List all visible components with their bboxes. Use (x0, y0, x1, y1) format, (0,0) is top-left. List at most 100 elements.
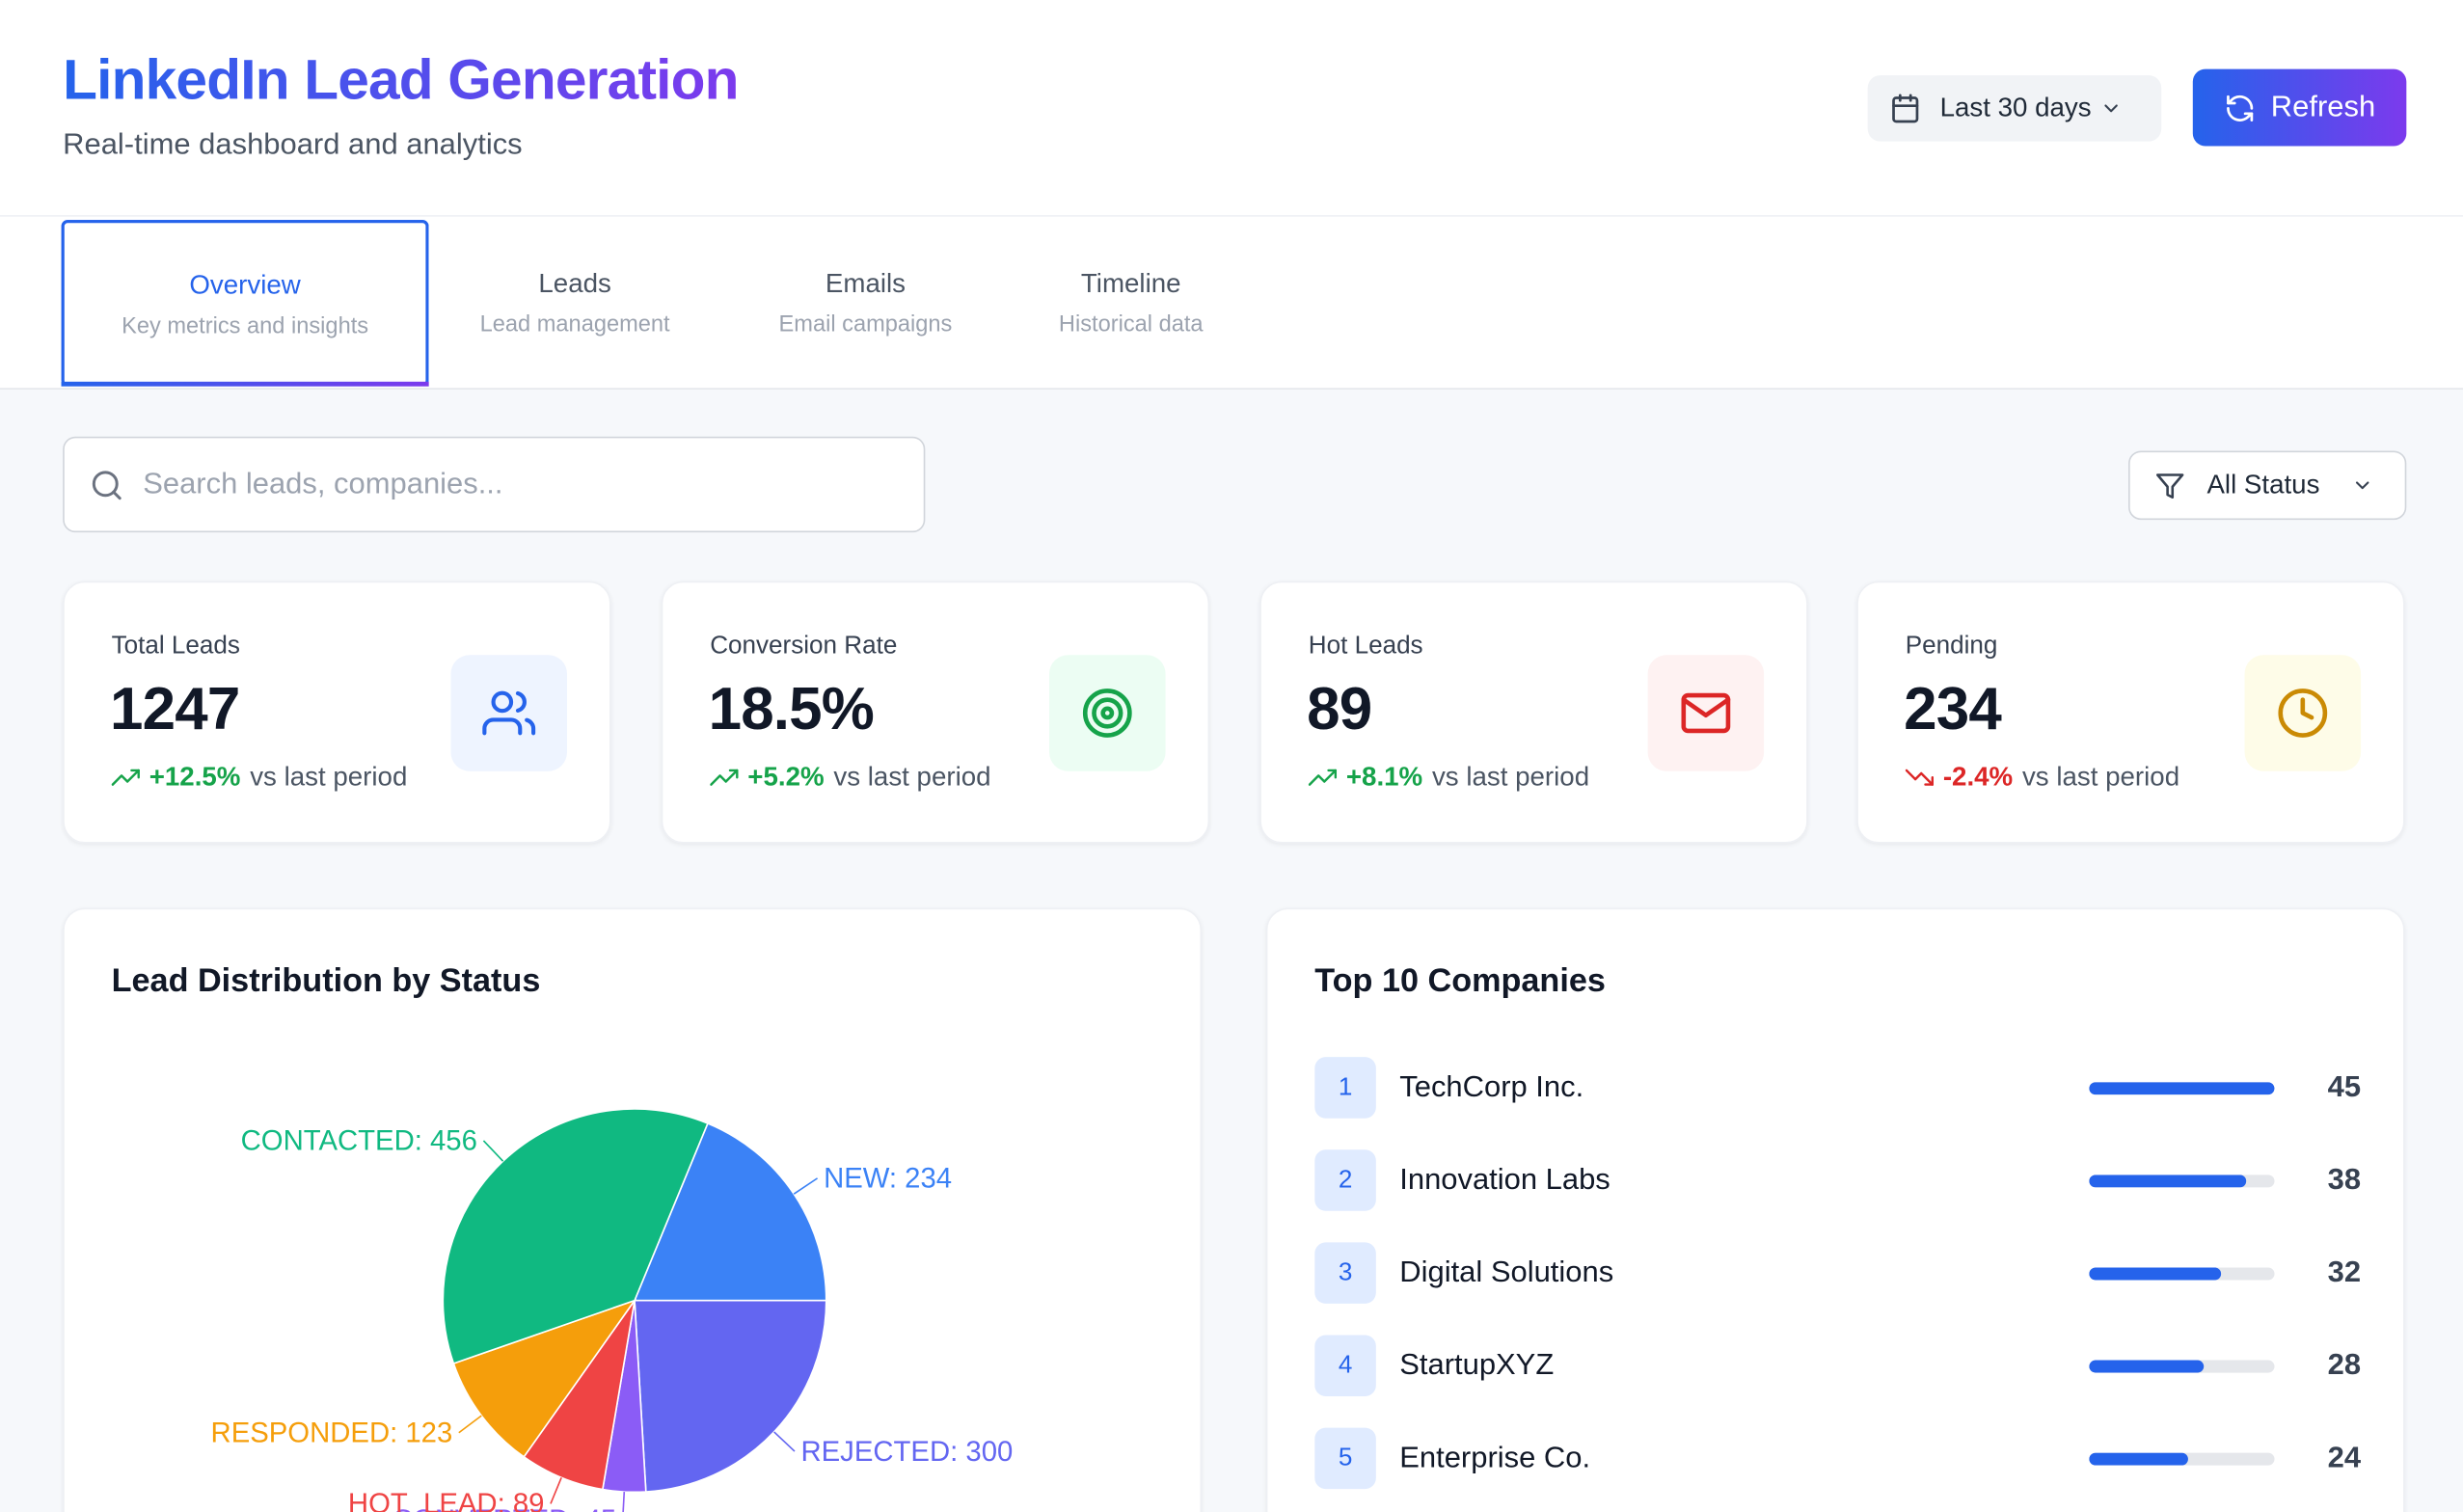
stat-card-pending: Pending 234 -2.4% vs last period (1856, 580, 2405, 844)
company-count: 32 (2327, 1256, 2362, 1290)
stat-icon-box (1647, 655, 1765, 771)
trend-up-icon (1308, 769, 1338, 786)
tab-sublabel: Email campaigns (778, 312, 953, 338)
tab-label: Leads (538, 268, 611, 299)
refresh-label: Refresh (2270, 90, 2376, 123)
stat-value: 234 (1904, 677, 2002, 743)
stat-change-value: +12.5% (149, 761, 241, 792)
stat-change-suffix: vs last period (1431, 761, 1590, 792)
stat-value: 18.5% (708, 677, 875, 743)
pie-label-line (773, 1431, 796, 1452)
stat-icon-box (1049, 655, 1166, 771)
company-count: 45 (2327, 1070, 2362, 1105)
company-rank: 1 (1314, 1057, 1376, 1119)
tab-sublabel: Key metrics and insights (122, 313, 369, 339)
stat-change-value: +5.2% (747, 761, 825, 792)
stat-card-total-leads: Total Leads 1247 +12.5% vs last period (63, 580, 611, 844)
company-row: 4 StartupXYZ 28 (1314, 1335, 2361, 1397)
pie-label-line (458, 1415, 482, 1434)
pie-slice-responded[interactable] (452, 1299, 637, 1458)
stat-change: +8.1% vs last period (1308, 761, 1590, 794)
refresh-button[interactable]: Refresh (2192, 68, 2407, 147)
stat-label: Total Leads (111, 633, 240, 661)
company-rank: 4 (1314, 1335, 1376, 1397)
search-icon (92, 470, 122, 500)
company-bar-track (2089, 1082, 2275, 1095)
status-filter-select[interactable]: All Status (2128, 450, 2407, 521)
chevron-down-icon (2105, 104, 2119, 113)
pie-slice-contacted[interactable] (442, 1108, 709, 1365)
page-title: LinkedIn Lead Generation (63, 46, 739, 112)
company-bar-fill (2089, 1174, 2246, 1188)
tab-label: Timeline (1080, 268, 1181, 299)
stat-value: 1247 (110, 677, 240, 743)
company-rank: 3 (1314, 1242, 1376, 1304)
tab-overview[interactable]: Overview Key metrics and insights (61, 220, 429, 387)
filter-icon (2156, 472, 2184, 499)
company-bar-fill (2089, 1360, 2205, 1373)
pie-label-line (482, 1140, 504, 1162)
company-row: 3 Digital Solutions 32 (1314, 1242, 2361, 1305)
search-box (63, 436, 926, 533)
company-bar-track (2089, 1267, 2275, 1281)
tab-leads[interactable]: Leads Lead management (449, 220, 701, 387)
tab-timeline[interactable]: Timeline Historical data (1029, 220, 1233, 387)
page-subtitle: Real-time dashboard and analytics (63, 128, 523, 162)
pie-label: CONVERTED: 45 (392, 1504, 616, 1512)
stat-icon-box (2244, 655, 2362, 771)
pie-label: CONTACTED: 456 (241, 1125, 477, 1157)
panel-title: Lead Distribution by Status (111, 962, 541, 999)
company-bar-fill (2089, 1082, 2275, 1095)
company-bar-track (2089, 1360, 2275, 1373)
pie-label-line (793, 1177, 819, 1195)
pie-label-line (622, 1492, 626, 1512)
stat-label: Pending (1905, 633, 1998, 661)
stat-icon-box (450, 655, 567, 771)
pie-label: HOT_LEAD: 89 (348, 1488, 545, 1512)
company-name: TechCorp Inc. (1399, 1070, 1584, 1105)
users-icon (482, 690, 536, 736)
stat-value: 89 (1307, 677, 1372, 743)
company-name: Innovation Labs (1399, 1163, 1610, 1198)
company-name: Enterprise Co. (1399, 1442, 1591, 1475)
stat-change: +12.5% vs last period (111, 761, 408, 794)
pie-label: REJECTED: 300 (800, 1436, 1013, 1468)
company-row: 2 Innovation Labs 38 (1314, 1149, 2361, 1212)
pie-label: NEW: 234 (824, 1163, 952, 1195)
tab-label: Emails (825, 268, 907, 299)
company-bar-track (2089, 1174, 2275, 1188)
tab-emails[interactable]: Emails Email campaigns (747, 220, 983, 387)
chevron-down-icon (2355, 481, 2369, 490)
mail-icon (1681, 692, 1731, 734)
pie-chart: NEW: 234 REJECTED: 300 CONVERTED: 45HOT_LE… (211, 1108, 1013, 1512)
tab-label: Overview (189, 270, 301, 301)
stat-change: -2.4% vs last period (1905, 762, 2179, 794)
clock-icon (2278, 688, 2328, 738)
top-companies-panel: Top 10 Companies 1 TechCorp Inc. 45 2 Innova… (1265, 907, 2405, 1512)
trend-up-icon (710, 769, 739, 786)
company-bar-fill (2089, 1452, 2188, 1466)
pie-label: RESPONDED: 123 (211, 1418, 453, 1449)
company-count: 38 (2327, 1163, 2362, 1198)
calendar-icon (1892, 94, 1919, 123)
company-bar-track (2089, 1452, 2275, 1466)
pie-slice-rejected[interactable] (634, 1299, 827, 1493)
tab-sublabel: Lead management (479, 312, 670, 338)
pie-slice-new[interactable] (633, 1121, 827, 1302)
company-count: 28 (2327, 1349, 2362, 1383)
target-icon (1082, 688, 1132, 738)
stat-label: Conversion Rate (710, 633, 898, 661)
company-name: Digital Solutions (1399, 1256, 1614, 1290)
tab-bar: Overview Key metrics and insights Leads … (0, 216, 2463, 390)
company-bar-fill (2089, 1267, 2221, 1281)
stat-card-hot-leads: Hot Leads 89 +8.1% vs last period (1259, 580, 1808, 844)
company-name: StartupXYZ (1399, 1349, 1555, 1383)
trend-down-icon (1905, 769, 1935, 786)
date-range-button[interactable]: Last 30 days (1867, 75, 2162, 142)
stat-change-suffix: vs last period (250, 761, 408, 792)
stat-label: Hot Leads (1308, 633, 1423, 661)
search-input[interactable] (143, 467, 834, 502)
refresh-icon (2226, 94, 2253, 122)
lead-distribution-panel: Lead Distribution by Status NEW: 234 REJE… (63, 907, 1203, 1512)
trend-up-icon (111, 769, 140, 786)
